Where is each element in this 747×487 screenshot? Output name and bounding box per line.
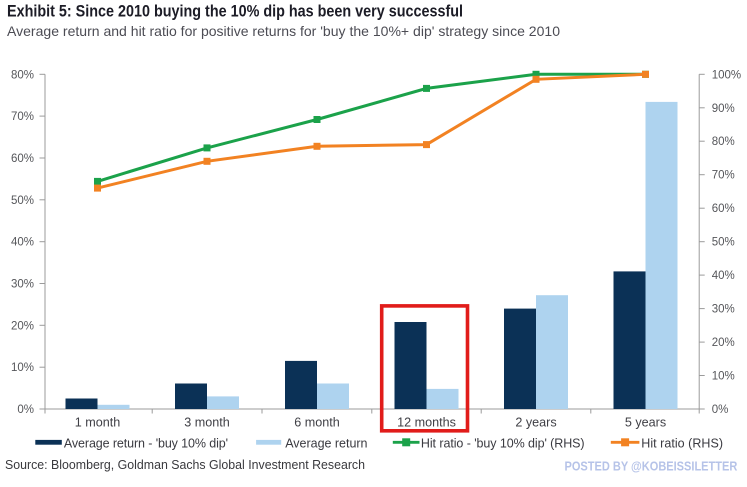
svg-text:Average return and hit ratio f: Average return and hit ratio for positiv… [7,23,560,39]
svg-text:30%: 30% [712,304,735,316]
svg-text:50%: 50% [712,237,735,249]
svg-text:10%: 10% [712,371,735,383]
svg-text:POSTED BY @KOBEISSILETTER: POSTED BY @KOBEISSILETTER [565,459,738,474]
svg-text:2 years: 2 years [515,416,556,430]
svg-text:50%: 50% [11,195,34,207]
svg-text:Hit ratio (RHS): Hit ratio (RHS) [641,437,723,451]
svg-text:6 month: 6 month [294,416,340,430]
svg-text:12 months: 12 months [397,416,456,430]
svg-text:Exhibit 5: Since 2010 buying t: Exhibit 5: Since 2010 buying the 10% dip… [7,2,463,21]
svg-text:60%: 60% [712,203,735,215]
svg-text:70%: 70% [712,170,735,182]
svg-text:5 years: 5 years [625,416,666,430]
svg-text:30%: 30% [11,279,34,291]
svg-text:40%: 40% [712,270,735,282]
svg-text:20%: 20% [11,320,34,332]
svg-text:Source: Bloomberg, Goldman Sac: Source: Bloomberg, Goldman Sachs Global … [5,458,365,472]
svg-text:40%: 40% [11,237,34,249]
svg-text:Hit ratio - 'buy 10% dip' (RHS: Hit ratio - 'buy 10% dip' (RHS) [421,437,585,451]
svg-text:100%: 100% [712,69,741,81]
svg-text:1 month: 1 month [75,416,121,430]
svg-text:70%: 70% [11,111,34,123]
svg-text:90%: 90% [712,103,735,115]
svg-text:80%: 80% [11,69,34,81]
svg-text:Average return: Average return [285,437,367,451]
svg-text:20%: 20% [712,337,735,349]
svg-text:60%: 60% [11,153,34,165]
svg-text:Average return - 'buy 10% dip': Average return - 'buy 10% dip' [64,437,228,451]
svg-text:3 month: 3 month [184,416,230,430]
svg-text:80%: 80% [712,136,735,148]
svg-text:0%: 0% [712,404,729,416]
svg-text:0%: 0% [17,404,34,416]
svg-text:10%: 10% [11,362,34,374]
